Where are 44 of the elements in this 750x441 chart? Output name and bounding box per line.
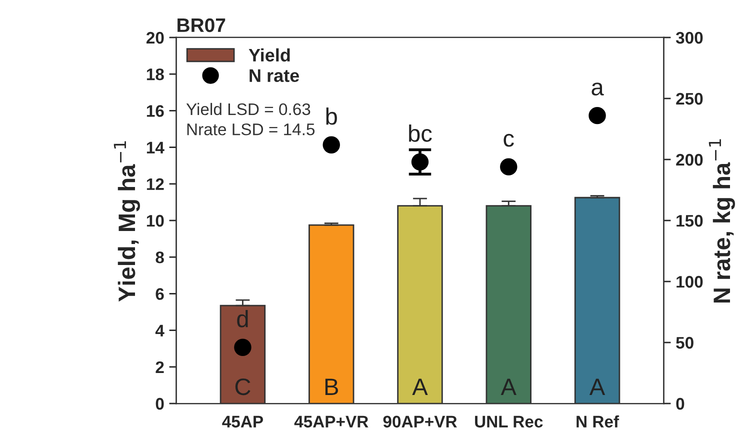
y-tick-label: 8 [156,252,164,264]
y2-axis-title: N rate, kg ha$^{−1}$ [708,139,736,303]
point [500,158,518,176]
y2-tick-label: 250 [676,92,703,105]
annotation: d [237,310,248,328]
y2-tick-label: 100 [676,276,703,288]
annotation: A [500,378,516,395]
annotation: Yield LSD = 0.63 [186,102,310,116]
y-tick-label: 4 [155,324,164,336]
x-tick-label: 45AP+VR [294,416,368,428]
y-tick-label: 12 [146,178,164,190]
annotation: a [592,82,604,96]
annotation: c [504,134,514,147]
legend-label: N rate [250,69,300,82]
y-tick-label: 2 [156,361,164,373]
annotation: B [325,378,338,395]
y2-tick-label: 200 [676,154,703,166]
y-axis-title: Yield, Mg ha$^{−1}$ [114,141,140,302]
legend-label: Yield [248,48,290,62]
x-tick-label: 45AP [222,416,264,428]
annotation: C [235,378,250,396]
chart-title: BR07 [178,18,226,32]
x-tick-label: UNL Rec [475,416,543,428]
y2-tick-label: 0 [676,398,684,410]
annotation: A [589,378,606,395]
annotation: b [326,107,337,125]
y-tick-label: 14 [146,142,164,154]
y-tick-label: 16 [146,105,164,117]
y2-tick-label: 300 [676,32,703,44]
y-tick-label: 6 [156,288,164,300]
annotation: Nrate LSD = 14.5 [187,123,315,136]
annotation: A [412,378,428,395]
point [322,136,340,154]
annotation: bc [409,124,432,142]
y-tick-label: 20 [146,32,164,44]
y-tick-label: 0 [156,398,164,410]
point [234,338,252,356]
y-tick-label: 10 [146,214,164,227]
y2-tick-label: 50 [676,336,694,349]
point [588,106,606,124]
y-tick-label: 18 [146,68,164,80]
x-tick-label: 90AP+VR [383,416,457,428]
y2-tick-label: 150 [676,214,703,227]
x-tick-label: N Ref [576,415,620,428]
